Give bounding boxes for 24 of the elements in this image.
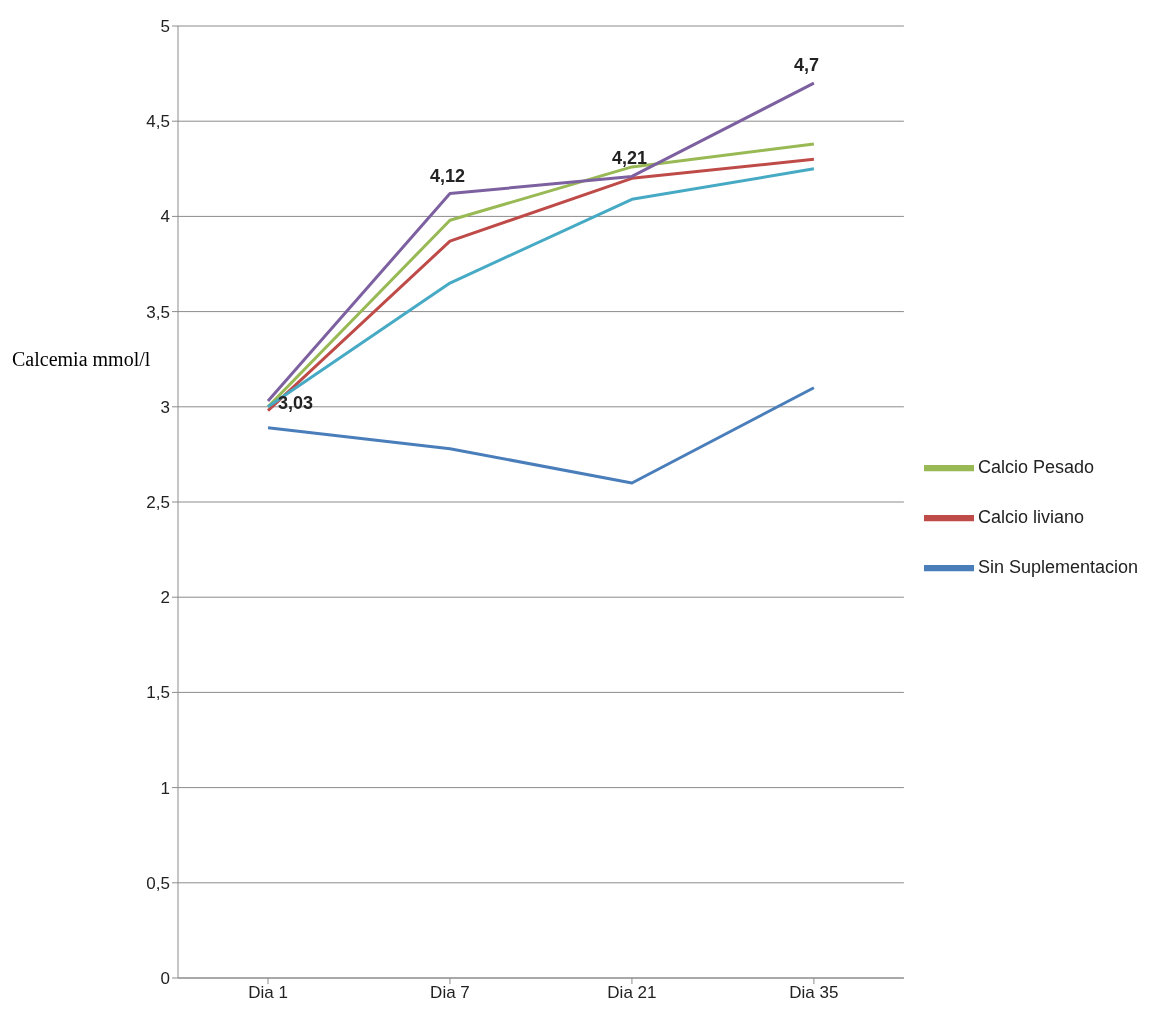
data-label: 4,12: [429, 165, 466, 186]
y-tick-label: 0: [160, 969, 170, 989]
y-tick-label: 4,5: [146, 112, 170, 132]
data-label: 3,03: [278, 393, 314, 414]
x-tick-label: Dia 21: [607, 983, 657, 1003]
legend-label: Calcio liviano: [977, 506, 1084, 527]
y-tick-label: 1,5: [146, 683, 170, 703]
y-tick-label: 4: [160, 207, 170, 227]
y-axis-title: Calcemia mmol/l: [12, 348, 151, 371]
y-tick-label: 1: [160, 778, 170, 798]
x-tick-label: Dia 35: [789, 983, 839, 1003]
y-tick-label: 5: [160, 17, 170, 37]
y-tick-label: 3: [160, 397, 170, 417]
x-tick-label: Dia 1: [248, 983, 288, 1003]
x-tick-label: Dia 7: [430, 983, 470, 1003]
legend-label: Calcio Pesado: [977, 456, 1094, 477]
y-tick-label: 3,5: [146, 302, 170, 322]
data-label: 4,21: [611, 148, 647, 169]
legend-label: Sin Suplementacion: [977, 556, 1138, 577]
y-tick-label: 0,5: [146, 873, 170, 893]
data-label: 4,7: [793, 55, 819, 76]
y-tick-label: 2: [160, 588, 170, 608]
y-tick-label: 2,5: [146, 493, 170, 513]
line-series: [266, 386, 816, 485]
